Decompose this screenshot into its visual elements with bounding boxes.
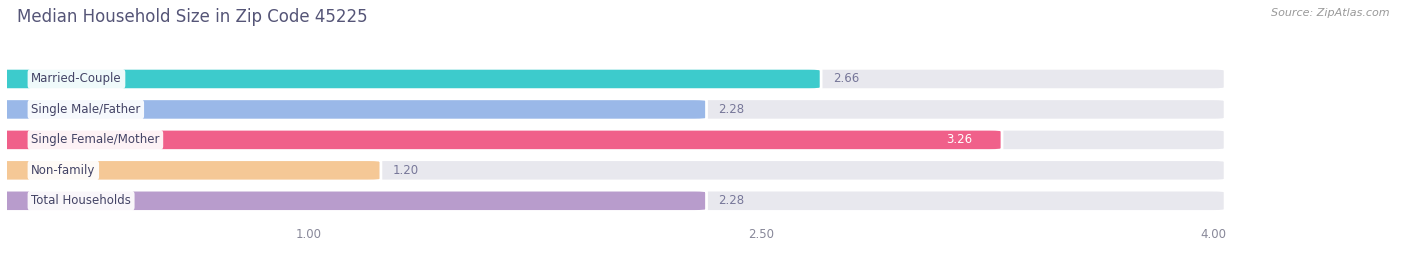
Text: 1.20: 1.20 bbox=[392, 164, 419, 177]
FancyBboxPatch shape bbox=[0, 190, 707, 211]
Text: 2.66: 2.66 bbox=[834, 72, 859, 86]
FancyBboxPatch shape bbox=[0, 129, 1225, 151]
FancyBboxPatch shape bbox=[0, 160, 381, 181]
Text: Single Male/Father: Single Male/Father bbox=[31, 103, 141, 116]
FancyBboxPatch shape bbox=[0, 129, 1002, 151]
Text: 2.28: 2.28 bbox=[718, 103, 745, 116]
FancyBboxPatch shape bbox=[0, 160, 1225, 181]
Text: Source: ZipAtlas.com: Source: ZipAtlas.com bbox=[1271, 8, 1389, 18]
FancyBboxPatch shape bbox=[0, 68, 1225, 90]
Text: Median Household Size in Zip Code 45225: Median Household Size in Zip Code 45225 bbox=[17, 8, 367, 26]
Text: Non-family: Non-family bbox=[31, 164, 96, 177]
FancyBboxPatch shape bbox=[0, 99, 1225, 120]
Text: 3.26: 3.26 bbox=[946, 133, 972, 146]
Text: Single Female/Mother: Single Female/Mother bbox=[31, 133, 160, 146]
FancyBboxPatch shape bbox=[0, 99, 707, 120]
Text: Total Households: Total Households bbox=[31, 194, 131, 207]
Text: Married-Couple: Married-Couple bbox=[31, 72, 122, 86]
Text: 2.28: 2.28 bbox=[718, 194, 745, 207]
FancyBboxPatch shape bbox=[0, 190, 1225, 211]
FancyBboxPatch shape bbox=[0, 68, 821, 90]
